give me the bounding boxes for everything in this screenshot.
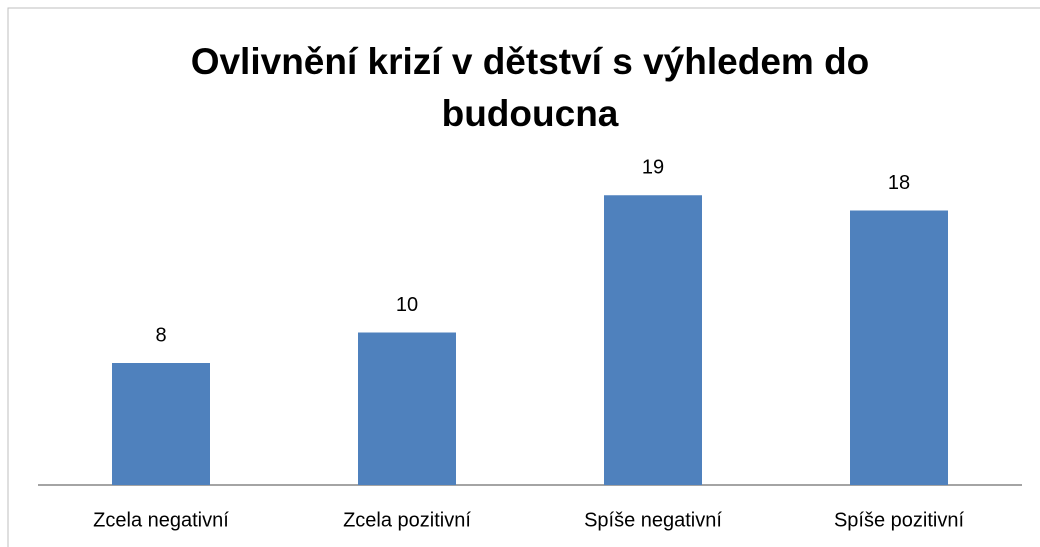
chart-title: Ovlivnění krizí v dětství s výhledem do … bbox=[190, 41, 870, 134]
bar bbox=[112, 363, 210, 485]
x-tick-label: Zcela pozitivní bbox=[343, 509, 471, 531]
bar bbox=[358, 332, 456, 485]
data-label: 19 bbox=[642, 157, 664, 179]
x-tick-label: Zcela negativní bbox=[93, 509, 229, 531]
data-label: 10 bbox=[396, 294, 418, 316]
data-label: 8 bbox=[155, 324, 166, 346]
x-tick-label: Spíše pozitivní bbox=[834, 509, 965, 531]
chart-frame bbox=[7, 7, 1040, 547]
x-tick-label: Spíše negativní bbox=[584, 509, 722, 531]
data-label: 18 bbox=[888, 172, 910, 194]
bar bbox=[850, 210, 948, 485]
bar bbox=[604, 195, 702, 485]
